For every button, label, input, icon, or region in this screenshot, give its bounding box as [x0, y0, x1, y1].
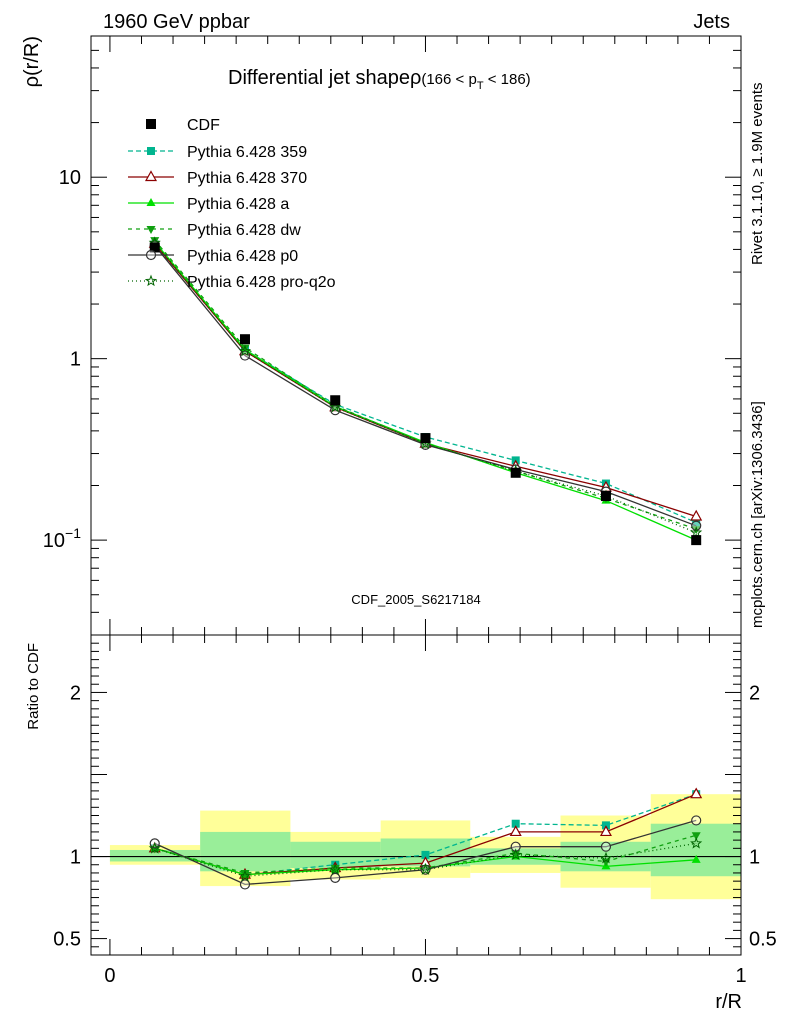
ratio-y-tick-label-right: 2: [749, 682, 760, 704]
legend-marker-series-3: [146, 226, 156, 234]
ratio-y-tick-label: 2: [70, 682, 81, 704]
series-5-ratio-point: [690, 836, 703, 849]
series-1-ratio-point: [509, 825, 522, 837]
series-3-ratio-point: [511, 850, 521, 859]
legend-marker-series-2: [146, 198, 156, 206]
series-2-ratio-point: [691, 854, 701, 863]
series-5-point: [238, 344, 252, 357]
series-4-ratio-point: [239, 879, 251, 890]
legend-label-series-2: Pythia 6.428 a: [187, 196, 289, 213]
cdf-data-point: [600, 491, 611, 502]
cdf-data-point: [420, 433, 431, 444]
x-tick-label: 0: [104, 965, 115, 987]
ratio-panel-frame: [90, 634, 742, 956]
ratio-y-tick-label: 0.5: [53, 929, 81, 951]
ratio-y-tick-label-right: 0.5: [749, 929, 777, 951]
series-0-ratio-point: [421, 850, 430, 859]
legend-marker-series-4: [145, 249, 157, 261]
y-tick-label: 1: [70, 349, 81, 371]
y-tick-label: 10: [59, 167, 81, 189]
legend-marker-series-1: [144, 170, 158, 182]
legend-label-series-5: Pythia 6.428 pro-q2o: [187, 274, 336, 291]
cdf-data-point: [330, 395, 341, 406]
legend-marker-series-5: [144, 274, 158, 287]
y-axis-label: ρ(r/R): [21, 36, 43, 87]
uncertainty-band-green: [650, 823, 741, 877]
series-5-ratio-point: [419, 863, 432, 875]
x-tick-label: 1: [735, 965, 746, 987]
legend-marker-cdf: [146, 119, 156, 129]
rivet-label: Rivet 3.1.10, ≥ 1.9M events: [749, 83, 766, 266]
ratio-y-tick-label-right: 1: [749, 847, 760, 869]
cdf-data-point: [691, 535, 702, 546]
legend-label-cdf: CDF: [187, 117, 220, 134]
series-3-ratio-point: [240, 869, 250, 878]
x-tick-label: 0.5: [412, 965, 440, 987]
series-4-ratio-point: [691, 815, 702, 826]
series-5-point: [329, 400, 342, 413]
analysis-tag: CDF_2005_S6217184: [351, 592, 480, 607]
series-4-point: [691, 520, 702, 531]
chart-title-range: (166 < p: [421, 71, 476, 88]
series-4-ratio-line: [154, 819, 697, 886]
chart-title-end: < 186): [484, 71, 531, 88]
series-5-ratio-point: [599, 851, 613, 864]
series-1-ratio-point: [599, 825, 612, 837]
legend-label-series-4: Pythia 6.428 p0: [187, 248, 298, 265]
series-1-point: [690, 509, 703, 521]
ratio-y-tick-label: 1: [70, 847, 81, 869]
series-3-point: [240, 344, 250, 353]
series-5-point: [690, 526, 703, 538]
series-5-ratio-point: [238, 869, 252, 882]
series-3-ratio-point: [420, 865, 430, 874]
cdf-data-point: [149, 242, 160, 253]
y-tick-label: 10−1: [43, 525, 81, 552]
cdf-data-point: [510, 467, 521, 478]
chart-title: Differential jet shapeρ(166 < pT < 186): [228, 67, 531, 92]
legend-label-series-1: Pythia 6.428 370: [187, 170, 307, 187]
header-left: 1960 GeV ppbar: [103, 11, 250, 33]
chart-title-sub: T: [477, 80, 484, 92]
mcplots-label: mcplots.cern.ch [arXiv:1306.3436]: [749, 401, 766, 628]
series-1-ratio-point: [690, 787, 703, 799]
series-3-ratio-point: [330, 865, 340, 874]
series-0-ratio-point: [511, 819, 520, 828]
uncertainty-band-green: [109, 849, 201, 862]
series-5-ratio-point: [148, 841, 161, 854]
series-4-ratio-point: [600, 841, 612, 852]
ratio-y-axis-label: Ratio to CDF: [25, 643, 42, 730]
chart-title-main: Differential jet shapeρ: [228, 67, 421, 89]
series-5-ratio-point: [329, 863, 342, 875]
header-right: Jets: [693, 11, 730, 33]
cdf-data-point: [239, 334, 250, 345]
series-4-ratio-point: [330, 872, 341, 883]
legend-label-series-3: Pythia 6.428 dw: [187, 222, 301, 239]
legend-label-series-0: Pythia 6.428 359: [187, 144, 307, 161]
series-5-ratio-point: [509, 848, 522, 861]
series-0-point: [692, 518, 701, 527]
uncertainty-band-green: [200, 831, 291, 872]
legend-marker-series-0: [147, 147, 155, 155]
series-3-ratio-point: [691, 832, 701, 841]
x-axis-label: r/R: [715, 991, 742, 1013]
